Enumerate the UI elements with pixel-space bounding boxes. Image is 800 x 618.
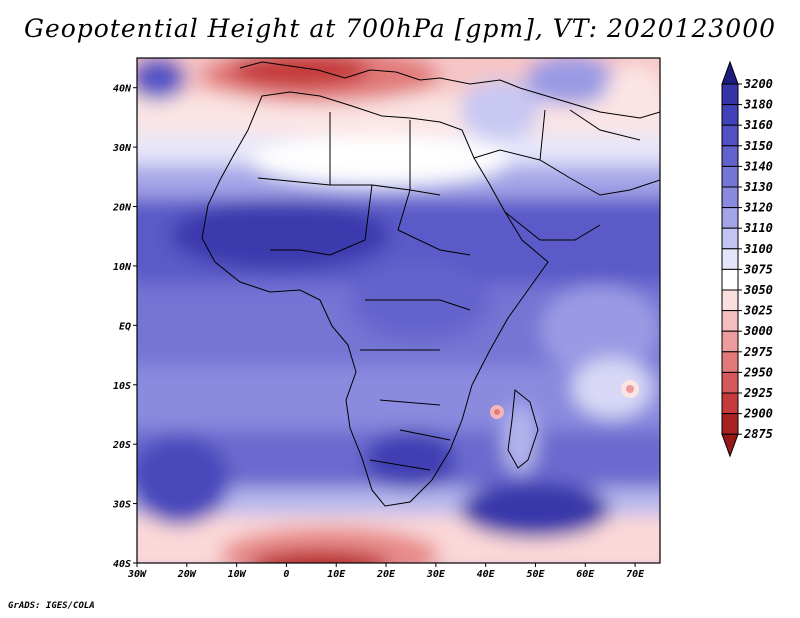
colorbar-label: 3075 xyxy=(743,262,773,276)
colorbar-label: 3120 xyxy=(743,201,773,215)
lat-label: EQ xyxy=(119,321,131,332)
colorbar-label: 3130 xyxy=(743,180,773,194)
lon-label: 30E xyxy=(426,569,446,580)
lon-label: 0 xyxy=(283,569,289,580)
latitude-axis: 40N 30N 20N 10N EQ 10S 20S 30S 40S xyxy=(112,84,137,570)
lat-label: 10N xyxy=(113,262,132,273)
lon-label: 40E xyxy=(477,569,496,580)
colorbar-swatch xyxy=(721,289,739,312)
colorbar-label: 3160 xyxy=(743,118,773,132)
lon-label: 50E xyxy=(526,569,545,580)
colorbar-label: 2925 xyxy=(743,386,773,400)
colorbar-label: 3150 xyxy=(743,139,773,153)
colorbar-label: 3110 xyxy=(743,221,773,235)
lat-label: 10S xyxy=(113,381,131,392)
colorbar-swatch xyxy=(721,371,739,394)
lon-label: 30W xyxy=(127,569,147,580)
colorbar: 3200 3180 3160 3150 3140 3130 3120 3110 3100 3075… xyxy=(721,60,773,458)
colorbar-label: 3050 xyxy=(743,283,773,297)
colorbar-swatch xyxy=(721,248,739,270)
chart-title: Geopotential Height at 700hPa [gpm], VT:… xyxy=(23,14,777,43)
colorbar-swatch xyxy=(721,392,739,415)
lat-label: 30S xyxy=(112,500,131,511)
lon-label: 60E xyxy=(576,569,595,580)
colorbar-label: 3025 xyxy=(743,304,773,318)
colorbar-bottom-arrow xyxy=(721,433,739,458)
colorbar-label: 3180 xyxy=(743,98,773,112)
lat-label: 20S xyxy=(112,440,131,451)
colorbar-swatch xyxy=(721,351,739,373)
colorbar-swatch xyxy=(721,310,739,332)
lat-label: 40S xyxy=(113,559,131,570)
colorbar-label: 3000 xyxy=(743,324,773,338)
plot-frame xyxy=(136,57,661,564)
colorbar-swatch xyxy=(721,227,739,250)
lat-label: 40N xyxy=(113,84,132,95)
colorbar-label: 3200 xyxy=(743,77,773,91)
lat-label: 20N xyxy=(112,203,132,214)
longitude-axis: 30W 20W 10W 0 10E 20E 30E 40E 50E 60E 70E xyxy=(127,563,645,580)
lon-label: 20E xyxy=(376,569,396,580)
colorbar-swatch xyxy=(721,104,739,126)
colorbar-swatch xyxy=(721,330,739,353)
colorbar-label: 2875 xyxy=(743,427,773,441)
lat-label: 30N xyxy=(112,143,132,154)
colorbar-swatch xyxy=(721,186,739,209)
lon-label: 10W xyxy=(228,569,247,580)
lon-label: 10E xyxy=(327,569,346,580)
colorbar-label: 2900 xyxy=(743,407,773,421)
colorbar-swatch xyxy=(721,268,739,291)
grads-credit: GrADS: IGES/COLA xyxy=(8,601,95,611)
colorbar-label: 2950 xyxy=(743,365,773,379)
colorbar-top-arrow xyxy=(721,60,739,85)
colorbar-swatch xyxy=(721,165,739,188)
colorbar-swatch xyxy=(721,413,739,435)
height-field xyxy=(137,58,660,563)
colorbar-label: 3100 xyxy=(743,242,773,256)
colorbar-swatch xyxy=(721,207,739,229)
colorbar-swatch xyxy=(721,145,739,167)
colorbar-swatch xyxy=(721,83,739,106)
colorbar-label: 3140 xyxy=(743,159,773,173)
colorbar-swatch xyxy=(721,124,739,147)
lon-label: 70E xyxy=(626,569,645,580)
colorbar-label: 2975 xyxy=(743,345,773,359)
coastlines xyxy=(201,61,660,507)
lon-label: 20W xyxy=(177,569,197,580)
